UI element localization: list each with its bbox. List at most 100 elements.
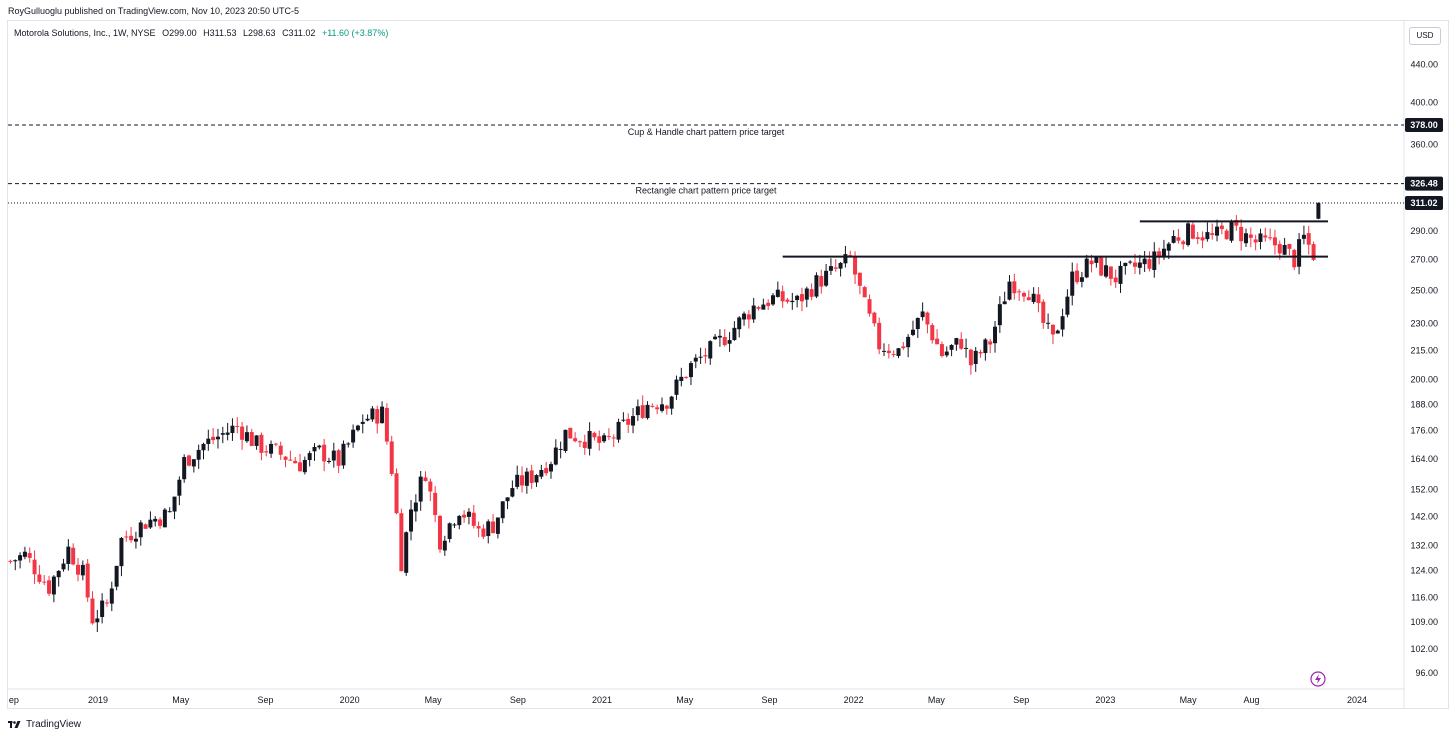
- candle-body: [804, 288, 809, 300]
- candle-up: [828, 258, 833, 276]
- candle-up: [659, 397, 664, 413]
- candle-body: [380, 406, 385, 424]
- candle-up: [220, 426, 225, 444]
- candle-body: [1301, 234, 1306, 239]
- candle-up: [732, 321, 737, 341]
- candle-down: [423, 471, 428, 482]
- candle-down: [1026, 290, 1031, 301]
- candle-body: [983, 339, 988, 354]
- candle-up: [1046, 313, 1051, 330]
- candle-up: [524, 467, 529, 494]
- footer-brand: TradingView: [8, 719, 81, 730]
- candle-body: [602, 435, 607, 442]
- candle-body: [563, 429, 568, 451]
- candle-body: [959, 339, 964, 349]
- candle-body: [954, 338, 959, 345]
- candle-body: [375, 409, 380, 424]
- price-badge-label: 311.02: [1410, 198, 1437, 208]
- candle-down: [582, 434, 587, 455]
- candle-body: [867, 299, 872, 314]
- candle-up: [1123, 262, 1128, 275]
- candle-down: [925, 311, 930, 334]
- candle-body: [1104, 265, 1109, 277]
- candle-body: [302, 460, 307, 473]
- candle-up: [534, 474, 539, 487]
- candle-down: [1075, 263, 1080, 285]
- candle-body: [1243, 233, 1248, 244]
- candle-body: [910, 329, 915, 335]
- candle-body: [944, 351, 949, 356]
- candle-down: [1200, 231, 1205, 249]
- candle-body: [143, 524, 148, 529]
- candle-down: [809, 283, 814, 301]
- price-tick-label: 360.00: [1410, 140, 1438, 150]
- candle-body: [355, 425, 360, 431]
- candle-body: [698, 356, 703, 358]
- candle-body: [727, 340, 732, 344]
- candle-down: [42, 575, 47, 586]
- candle-body: [360, 421, 365, 424]
- candle-up: [100, 593, 105, 624]
- time-tick-label: May: [928, 695, 946, 705]
- candle-up: [1070, 262, 1075, 306]
- candle-up: [442, 535, 447, 556]
- price-badge-label: 326.48: [1410, 179, 1438, 189]
- candle-down: [655, 404, 660, 415]
- candle-body: [1031, 293, 1036, 303]
- candle-up: [993, 321, 998, 353]
- price-badge: [1405, 118, 1443, 132]
- price-tick-label: 142.00: [1410, 511, 1438, 521]
- candle-up: [244, 425, 249, 443]
- time-tick-label: 2020: [340, 695, 360, 705]
- candle-up: [307, 450, 312, 467]
- candle-body: [172, 496, 177, 512]
- candle-down: [568, 427, 573, 439]
- candle-body: [964, 347, 969, 349]
- candle-body: [225, 432, 230, 435]
- candle-body: [76, 564, 81, 575]
- candle-body: [495, 517, 500, 534]
- candle-down: [930, 323, 935, 344]
- candle-body: [708, 341, 713, 359]
- candle-body: [486, 521, 491, 537]
- candle-up: [944, 346, 949, 358]
- candle-body: [317, 445, 322, 448]
- chart-frame: [7, 20, 1449, 709]
- candle-body: [1108, 266, 1113, 279]
- candle-body: [1268, 237, 1273, 239]
- candle-body: [1176, 237, 1181, 241]
- candle-up: [182, 454, 187, 483]
- candle-up: [804, 286, 809, 308]
- candle-body: [1012, 281, 1017, 294]
- candle-down: [1272, 229, 1277, 255]
- candle-body: [269, 443, 274, 454]
- candle-body: [56, 570, 61, 578]
- candle-down: [1210, 223, 1215, 240]
- candle-up: [563, 429, 568, 453]
- currency-button[interactable]: USD: [1409, 27, 1441, 45]
- price-tick-label: 440.00: [1410, 59, 1438, 69]
- candle-up: [153, 516, 158, 527]
- candle-up: [355, 424, 360, 432]
- candle-body: [669, 396, 674, 409]
- candle-body: [925, 312, 930, 325]
- candle-body: [1055, 330, 1060, 334]
- candle-down: [283, 456, 288, 468]
- candle-body: [187, 455, 192, 466]
- candle-up: [915, 317, 920, 338]
- candle-down: [1050, 324, 1055, 344]
- candle-down: [650, 403, 655, 408]
- candle-body: [418, 476, 423, 502]
- candle-body: [882, 350, 887, 352]
- candle-body: [891, 354, 896, 356]
- candle-body: [129, 535, 134, 541]
- candle-up: [1258, 228, 1263, 250]
- candle-down: [143, 523, 148, 530]
- candle-body: [1297, 239, 1302, 267]
- candle-down: [799, 287, 804, 312]
- time-tick-label: Aug: [1244, 695, 1260, 705]
- candle-body: [573, 438, 578, 442]
- candle-down: [1099, 256, 1104, 277]
- candle-body: [539, 470, 544, 477]
